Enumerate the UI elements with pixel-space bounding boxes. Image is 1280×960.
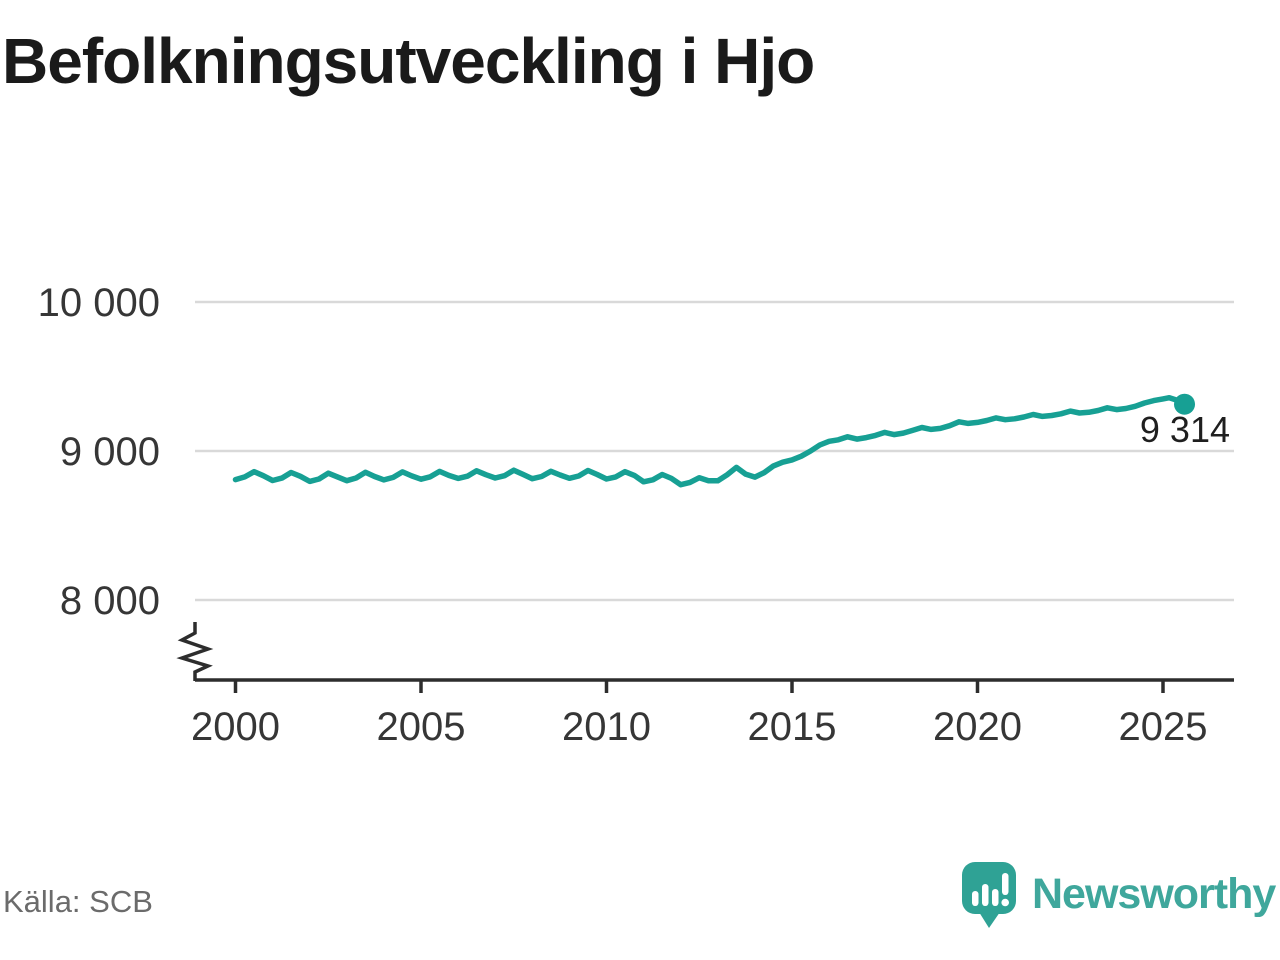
y-axis-label: 9 000: [60, 430, 160, 474]
x-axis-label: 2000: [191, 705, 280, 749]
newsworthy-logo: Newsworthy: [960, 858, 1276, 930]
newsworthy-bubble-icon: [962, 862, 1016, 928]
y-axis-label: 10 000: [38, 281, 160, 325]
x-axis-label: 2010: [562, 705, 651, 749]
chart-title: Befolkningsutveckling i Hjo: [2, 25, 815, 97]
x-axis-label: 2015: [748, 705, 837, 749]
y-axis-break: [176, 622, 214, 681]
source-caption: Källa: SCB: [3, 884, 153, 919]
x-axis-label: 2020: [933, 705, 1022, 749]
y-axis-label: 8 000: [60, 579, 160, 623]
newsworthy-brand-text: Newsworthy: [1032, 869, 1276, 918]
population-line: [232, 394, 1188, 488]
end-point-marker: [1174, 393, 1196, 415]
x-axis-label: 2005: [377, 705, 466, 749]
x-axis-label: 2025: [1119, 705, 1208, 749]
end-value-label: 9 314: [1140, 409, 1230, 450]
